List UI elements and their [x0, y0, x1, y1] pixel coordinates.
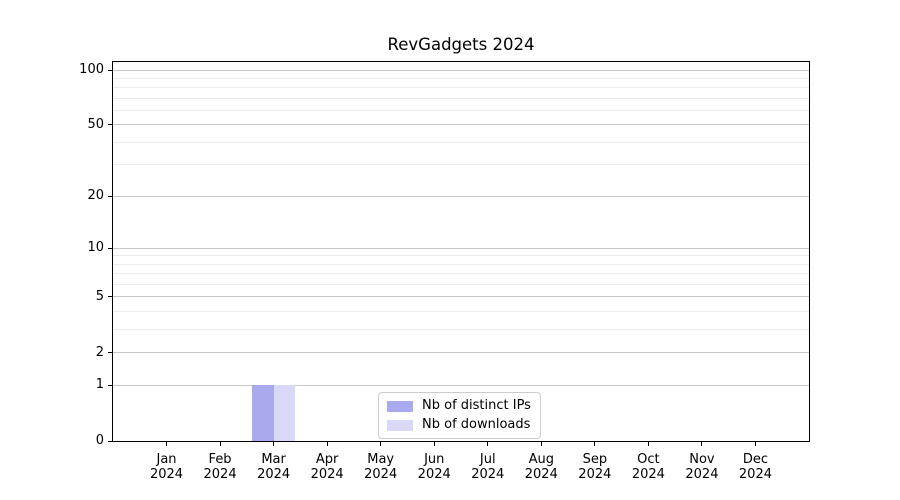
y-gridline-minor	[113, 284, 809, 286]
bar-nb-of-distinct-ips-mar-2024	[252, 385, 274, 441]
x-tick-label: Jun 2024	[417, 452, 451, 482]
x-tick-mark	[701, 441, 703, 446]
x-tick-label: May 2024	[364, 452, 398, 482]
y-tick-mark	[108, 124, 113, 126]
x-tick-mark	[273, 441, 275, 446]
x-tick-mark	[647, 441, 649, 446]
y-gridline-minor	[113, 329, 809, 331]
y-tick-label: 0	[95, 433, 104, 448]
legend-swatch-downloads-icon	[387, 419, 413, 431]
y-gridline-major	[113, 124, 809, 126]
y-tick-label: 20	[87, 188, 104, 204]
y-gridline-minor	[113, 77, 809, 79]
chart-title: RevGadgets 2024	[387, 35, 535, 54]
y-tick-label: 1	[95, 377, 104, 393]
x-tick-label: Sep 2024	[578, 452, 612, 482]
x-tick-label: Jul 2024	[471, 452, 505, 482]
x-tick-label: Nov 2024	[685, 452, 719, 482]
legend-item-downloads: Nb of downloads	[387, 417, 531, 433]
y-tick-mark	[108, 440, 113, 442]
y-tick-mark	[108, 296, 113, 298]
y-gridline-minor	[113, 263, 809, 265]
plot-area	[112, 61, 810, 442]
y-gridline-minor	[113, 97, 809, 99]
x-tick-label: Dec 2024	[738, 452, 772, 482]
x-tick-mark	[219, 441, 221, 446]
y-gridline-major	[113, 352, 809, 354]
x-tick-mark	[754, 441, 756, 446]
x-tick-mark	[487, 441, 489, 446]
y-gridline-major	[113, 195, 809, 197]
x-tick-mark	[540, 441, 542, 446]
legend-item-distinct-ips: Nb of distinct IPs	[387, 398, 531, 414]
y-tick-mark	[108, 195, 113, 197]
y-tick-label: 100	[79, 62, 104, 78]
y-gridline-minor	[113, 110, 809, 112]
x-tick-label: Aug 2024	[524, 452, 558, 482]
x-tick-label: Jan 2024	[149, 452, 184, 482]
y-gridline-major	[113, 69, 809, 71]
y-gridline-minor	[113, 311, 809, 313]
y-tick-label: 5	[95, 288, 104, 304]
y-tick-mark	[108, 352, 113, 354]
x-tick-mark	[594, 441, 596, 446]
y-tick-mark	[108, 247, 113, 249]
y-gridline-minor	[113, 141, 809, 143]
x-tick-mark	[380, 441, 382, 446]
y-tick-mark	[108, 69, 113, 71]
legend: Nb of distinct IPs Nb of downloads	[378, 392, 541, 439]
x-tick-label: Feb 2024	[203, 452, 237, 482]
legend-label-downloads: Nb of downloads	[422, 417, 531, 432]
y-tick-label: 2	[95, 344, 104, 360]
y-tick-label: 50	[87, 116, 104, 132]
x-tick-label: Mar 2024	[257, 452, 291, 482]
bar-nb-of-downloads-mar-2024	[273, 385, 296, 441]
y-gridline-minor	[113, 87, 809, 89]
y-gridline-minor	[113, 273, 809, 275]
x-tick-label: Oct 2024	[631, 452, 665, 482]
y-gridline-major	[113, 247, 809, 249]
x-tick-label: Apr 2024	[310, 452, 344, 482]
legend-swatch-distinct-ips-icon	[387, 400, 413, 412]
y-tick-mark	[108, 384, 113, 386]
y-gridline-major	[113, 296, 809, 298]
x-tick-mark	[166, 441, 168, 446]
y-tick-label: 10	[87, 240, 104, 256]
legend-label-distinct-ips: Nb of distinct IPs	[422, 398, 531, 413]
y-gridline-minor	[113, 255, 809, 257]
y-gridline-minor	[113, 164, 809, 166]
x-tick-mark	[326, 441, 328, 446]
x-tick-mark	[433, 441, 435, 446]
y-gridline-major	[113, 384, 809, 386]
